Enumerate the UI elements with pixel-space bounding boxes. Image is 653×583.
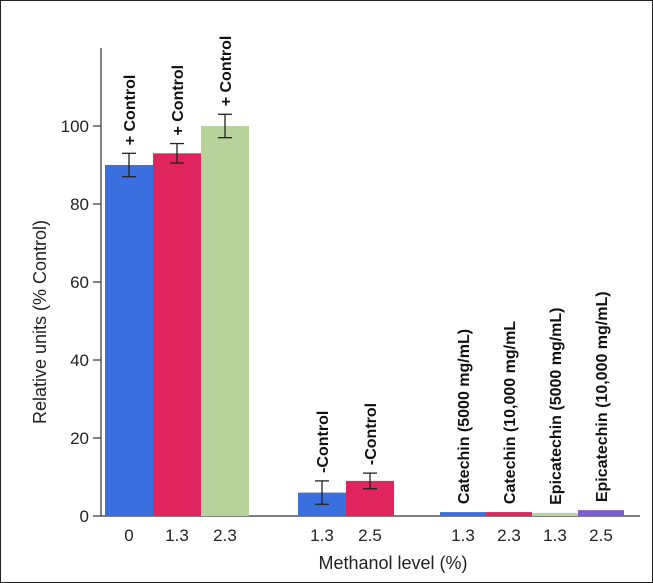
bar xyxy=(532,512,578,516)
bar xyxy=(486,512,532,516)
bar-label: + Control xyxy=(170,65,187,136)
x-axis-title: Methanol level (%) xyxy=(318,553,467,573)
x-tick-label: 2.5 xyxy=(589,526,613,545)
bar-label: + Control xyxy=(218,36,235,107)
y-axis: 0 20 40 60 80 100 xyxy=(61,48,102,526)
x-axis: 0 1.3 2.3 1.3 2.5 1.3 2.3 1.3 2.5 xyxy=(101,515,640,545)
y-tick-label: 60 xyxy=(70,273,89,292)
x-tick-label: 1.3 xyxy=(310,526,334,545)
bar xyxy=(578,510,624,516)
x-tick-label: 2.3 xyxy=(213,526,237,545)
bars xyxy=(105,113,624,517)
bar xyxy=(105,165,153,516)
x-tick-label: 1.3 xyxy=(543,526,567,545)
y-tick-label: 0 xyxy=(80,507,89,526)
x-tick-label: 1.3 xyxy=(451,526,475,545)
y-tick-label: 80 xyxy=(70,195,89,214)
bar-label: + Control xyxy=(122,75,139,146)
bar xyxy=(201,126,249,516)
y-tick-label: 20 xyxy=(70,429,89,448)
x-tick-label: 0 xyxy=(124,526,133,545)
x-tick-label: 2.3 xyxy=(497,526,521,545)
bar-label: -Control xyxy=(315,411,332,473)
y-axis-title: Relative units (% Control) xyxy=(30,220,50,424)
x-tick-label: 1.3 xyxy=(165,526,189,545)
bar-labels: + Control + Control + Control -Control -Cont… xyxy=(122,36,611,505)
bar-label: -Control xyxy=(363,403,380,465)
y-tick-label: 40 xyxy=(70,351,89,370)
bar-label: Epicatechin (5000 mg/mL) xyxy=(548,307,565,504)
bar-label: Catechin (5000 mg/mL) xyxy=(456,329,473,504)
bar xyxy=(153,153,201,517)
bar-label: Catechin (10,000 mg/mL xyxy=(502,321,519,504)
x-tick-label: 2.5 xyxy=(358,526,382,545)
bar xyxy=(440,512,486,516)
bar-label: Epicatechin (10,000 mg/mL) xyxy=(594,291,611,502)
y-tick-label: 100 xyxy=(61,117,89,136)
